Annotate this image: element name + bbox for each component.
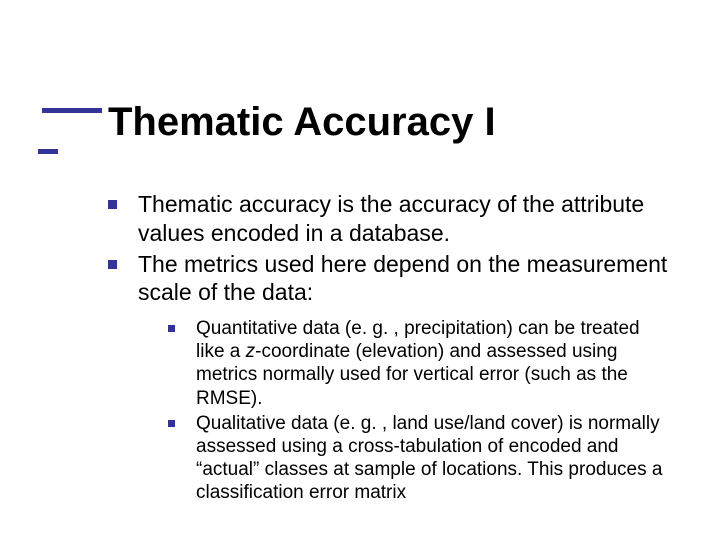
slide-body: Thematic accuracy is the accuracy of the… (108, 190, 668, 506)
title-wrap: Thematic Accuracy I (108, 100, 496, 144)
bullet-list: Thematic accuracy is the accuracy of the… (108, 190, 668, 504)
bullet-text: The metrics used here depend on the meas… (138, 251, 667, 306)
sub-text-pre: Qualitative data (e. g. , land use/land … (196, 413, 662, 504)
sub-text-em: z (246, 341, 256, 362)
bullet-item: Thematic accuracy is the accuracy of the… (108, 190, 668, 248)
sub-text-post: -coordinate (elevation) and assessed usi… (196, 341, 628, 408)
bullet-item: The metrics used here depend on the meas… (108, 250, 668, 505)
bullet-text: Thematic accuracy is the accuracy of the… (138, 191, 644, 246)
sub-bullet-item: Qualitative data (e. g. , land use/land … (168, 412, 668, 505)
sub-bullet-item: Quantitative data (e. g. , precipitation… (168, 317, 668, 410)
slide: Thematic Accuracy I Thematic accuracy is… (0, 0, 720, 540)
title-accent-bar (42, 108, 102, 113)
slide-title: Thematic Accuracy I (108, 100, 496, 144)
sub-bullet-list: Quantitative data (e. g. , precipitation… (138, 317, 668, 504)
title-accent-tick (38, 149, 58, 154)
